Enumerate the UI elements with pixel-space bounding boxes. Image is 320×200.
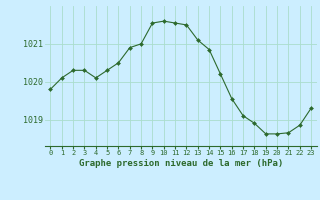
X-axis label: Graphe pression niveau de la mer (hPa): Graphe pression niveau de la mer (hPa): [79, 159, 283, 168]
